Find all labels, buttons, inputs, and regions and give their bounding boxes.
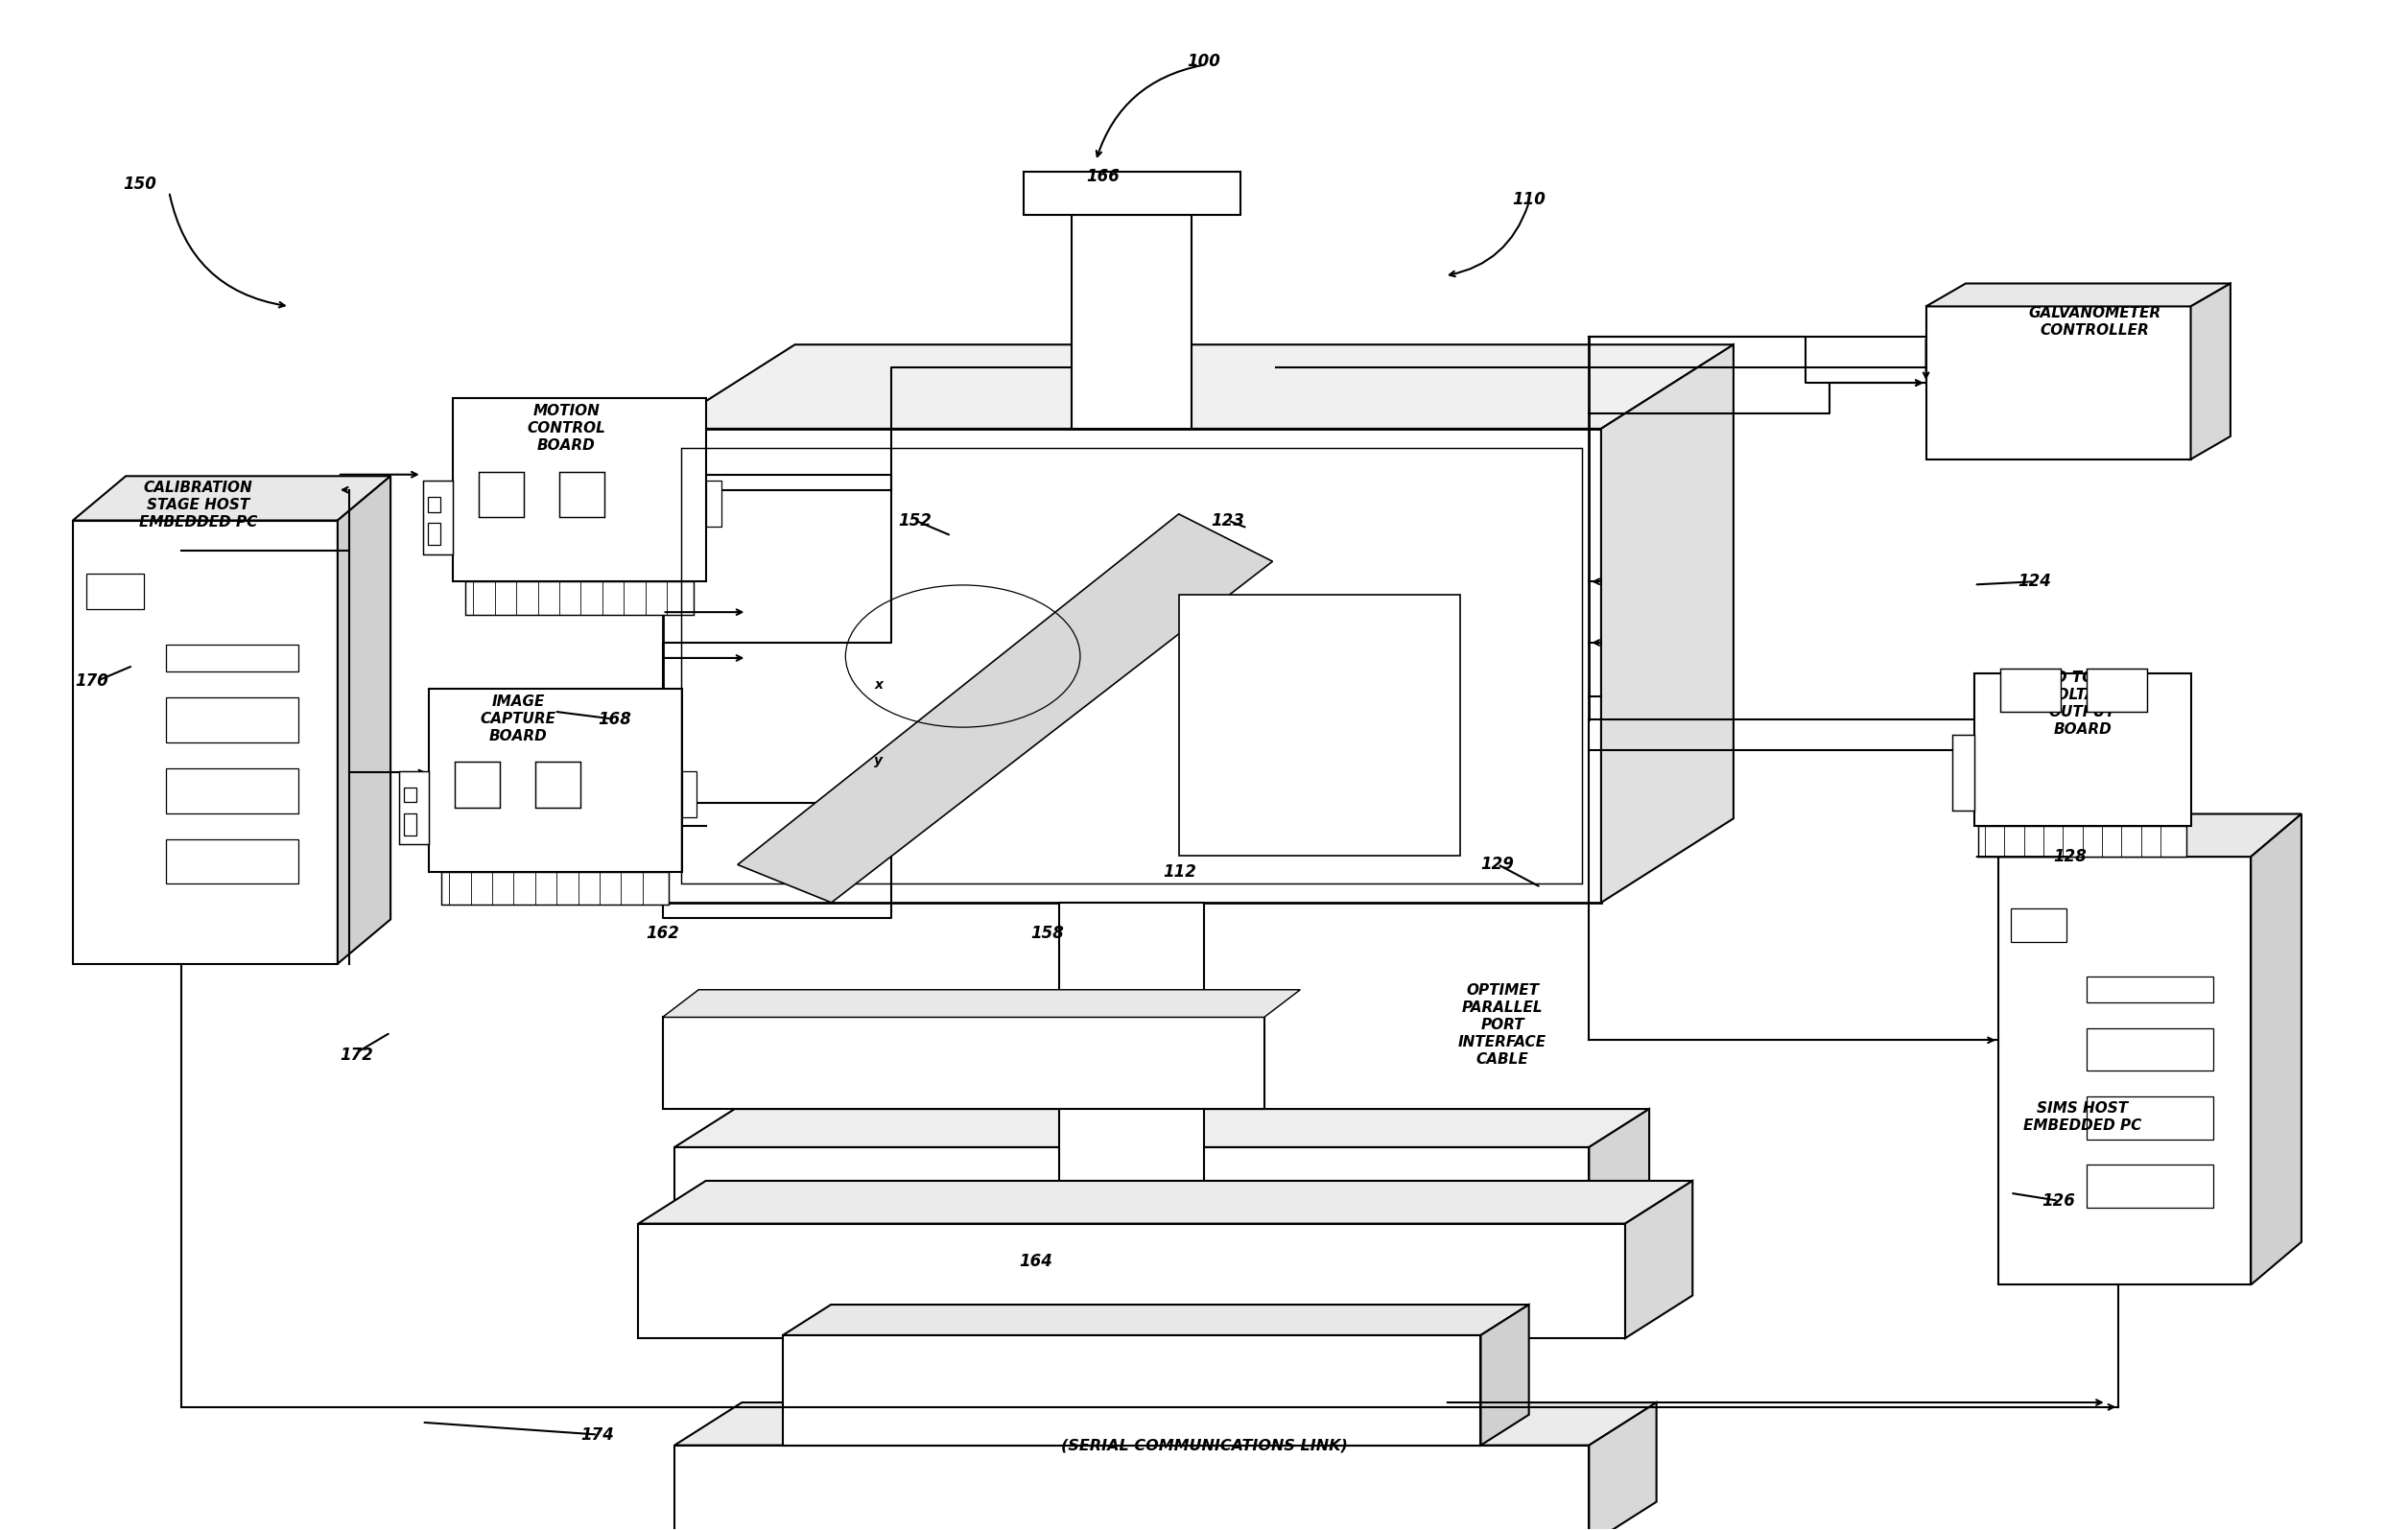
- Bar: [1072, 214, 1192, 428]
- Polygon shape: [674, 1403, 1657, 1446]
- Bar: [674, 1446, 1589, 1530]
- Bar: [2088, 669, 2148, 711]
- Polygon shape: [662, 344, 1734, 428]
- Polygon shape: [783, 1305, 1529, 1336]
- Polygon shape: [1589, 1109, 1649, 1224]
- Bar: [1180, 595, 1459, 855]
- Bar: [1926, 306, 2191, 459]
- Text: CALIBRATION
STAGE HOST
EMBEDDED PC: CALIBRATION STAGE HOST EMBEDDED PC: [140, 480, 258, 529]
- Polygon shape: [1999, 814, 2302, 857]
- Bar: [405, 788, 417, 802]
- Bar: [405, 814, 417, 835]
- Bar: [429, 523, 441, 545]
- Text: 112: 112: [1163, 863, 1197, 881]
- Text: 166: 166: [1086, 168, 1120, 185]
- Bar: [424, 480, 453, 554]
- Bar: [166, 644, 299, 672]
- Bar: [662, 1017, 1264, 1109]
- Bar: [2088, 1028, 2213, 1071]
- Bar: [2088, 1097, 2213, 1140]
- Bar: [453, 398, 706, 581]
- Text: 158: 158: [1031, 924, 1064, 942]
- Bar: [674, 1148, 1589, 1224]
- Polygon shape: [2251, 814, 2302, 1285]
- Bar: [1023, 171, 1240, 214]
- Bar: [1999, 857, 2251, 1285]
- Polygon shape: [1601, 344, 1734, 903]
- Text: x: x: [874, 678, 884, 692]
- Text: 100: 100: [1187, 54, 1221, 70]
- Bar: [638, 1224, 1625, 1339]
- Bar: [72, 520, 337, 964]
- Text: D TO A
VOLTAGE
OUTPUT
BOARD: D TO A VOLTAGE OUTPUT BOARD: [2047, 670, 2119, 737]
- Bar: [479, 471, 525, 517]
- Bar: [441, 872, 669, 906]
- Bar: [559, 471, 604, 517]
- Text: 152: 152: [898, 511, 932, 529]
- Bar: [662, 428, 1601, 903]
- Bar: [1979, 826, 2186, 857]
- Bar: [2088, 976, 2213, 1002]
- Bar: [681, 771, 696, 817]
- Bar: [706, 480, 720, 526]
- Text: 168: 168: [597, 710, 631, 728]
- Bar: [400, 771, 429, 845]
- Bar: [166, 698, 299, 742]
- Bar: [783, 1336, 1481, 1446]
- Text: 128: 128: [2054, 848, 2088, 866]
- Text: 170: 170: [75, 672, 108, 690]
- Polygon shape: [337, 476, 390, 964]
- Polygon shape: [737, 514, 1271, 903]
- Bar: [535, 762, 580, 808]
- Text: 150: 150: [123, 176, 157, 193]
- Text: 110: 110: [1512, 191, 1546, 208]
- Bar: [2011, 909, 2066, 942]
- Bar: [1953, 734, 1975, 811]
- Polygon shape: [662, 990, 1300, 1017]
- Bar: [2088, 1164, 2213, 1207]
- Text: OPTIMET
PARALLEL
PORT
INTERFACE
CABLE: OPTIMET PARALLEL PORT INTERFACE CABLE: [1459, 984, 1546, 1066]
- Text: 126: 126: [2042, 1192, 2076, 1209]
- Bar: [429, 688, 681, 872]
- Bar: [166, 768, 299, 812]
- Polygon shape: [638, 1181, 1693, 1224]
- Text: GALVANOMETER
CONTROLLER: GALVANOMETER CONTROLLER: [2028, 306, 2160, 338]
- Polygon shape: [1625, 1181, 1693, 1339]
- Bar: [465, 581, 694, 615]
- Polygon shape: [2191, 283, 2230, 459]
- Bar: [455, 762, 501, 808]
- Text: (SERIAL COMMUNICATIONS LINK): (SERIAL COMMUNICATIONS LINK): [1060, 1438, 1348, 1452]
- Text: 123: 123: [1211, 511, 1245, 529]
- Polygon shape: [674, 1109, 1649, 1148]
- Text: 174: 174: [580, 1426, 614, 1443]
- Bar: [1975, 673, 2191, 826]
- Text: 162: 162: [645, 924, 679, 942]
- Bar: [1060, 903, 1204, 1224]
- Text: 129: 129: [1481, 855, 1515, 874]
- Bar: [429, 497, 441, 513]
- Polygon shape: [1589, 1403, 1657, 1530]
- Polygon shape: [1926, 283, 2230, 306]
- Text: 172: 172: [340, 1047, 373, 1063]
- Text: 124: 124: [2018, 572, 2052, 591]
- Text: 164: 164: [1019, 1253, 1052, 1270]
- Text: MOTION
CONTROL
BOARD: MOTION CONTROL BOARD: [527, 404, 604, 453]
- Bar: [87, 574, 144, 609]
- Bar: [166, 840, 299, 884]
- Text: SIMS HOST
EMBEDDED PC: SIMS HOST EMBEDDED PC: [2023, 1100, 2141, 1132]
- Text: IMAGE
CAPTURE
BOARD: IMAGE CAPTURE BOARD: [479, 695, 556, 744]
- Text: y: y: [874, 754, 884, 767]
- Bar: [2001, 669, 2061, 711]
- Polygon shape: [1481, 1305, 1529, 1446]
- Bar: [681, 448, 1582, 884]
- Polygon shape: [72, 476, 390, 520]
